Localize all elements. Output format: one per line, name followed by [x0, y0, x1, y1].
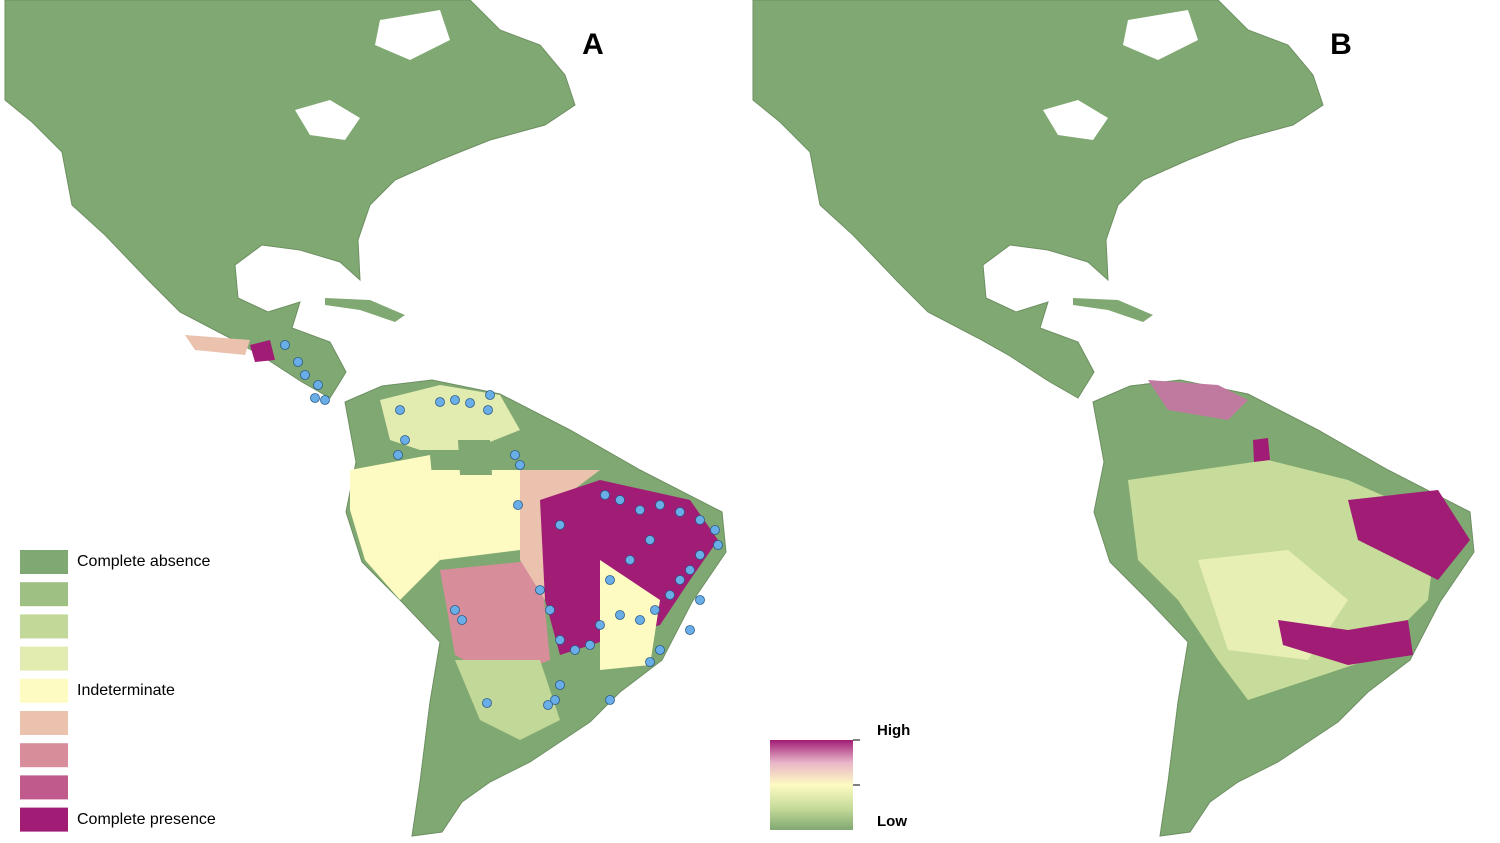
region [540, 480, 718, 655]
occurrence-point [675, 507, 685, 517]
occurrence-point [615, 610, 625, 620]
occurrence-point [655, 500, 665, 510]
legend-swatch [20, 678, 68, 703]
occurrence-point [515, 460, 525, 470]
legend-swatch [20, 614, 68, 639]
occurrence-point [595, 620, 605, 630]
north-america [752, 0, 1324, 399]
color-ramp [770, 740, 853, 830]
region [458, 440, 492, 475]
occurrence-point [313, 380, 323, 390]
region [430, 470, 520, 560]
occurrence-point [645, 535, 655, 545]
occurrence-point [585, 640, 595, 650]
occurrence-point [655, 645, 665, 655]
region [1348, 490, 1470, 580]
occurrence-point [543, 700, 553, 710]
occurrence-point [395, 405, 405, 415]
occurrence-point [635, 505, 645, 515]
occurrence-point [625, 555, 635, 565]
occurrence-point [605, 575, 615, 585]
region [440, 560, 550, 680]
legend-swatch [20, 775, 68, 800]
occurrence-point [513, 500, 523, 510]
legend-label: Complete absence [77, 553, 211, 570]
occurrence-point [555, 520, 565, 530]
occurrence-point [320, 395, 330, 405]
occurrence-point [300, 370, 310, 380]
region [1278, 620, 1413, 665]
occurrence-point [685, 625, 695, 635]
region [600, 560, 660, 670]
occurrence-point [482, 698, 492, 708]
region [185, 335, 250, 355]
occurrence-point [555, 635, 565, 645]
region [350, 455, 440, 600]
occurrence-point [710, 525, 720, 535]
occurrence-point [675, 575, 685, 585]
region [1253, 438, 1270, 462]
occurrence-point [555, 680, 565, 690]
legend-low: Low [877, 813, 907, 830]
occurrence-point [393, 450, 403, 460]
occurrence-point [685, 565, 695, 575]
occurrence-point [545, 605, 555, 615]
panel-b: B High Low [752, 0, 1475, 837]
legend-swatch [20, 646, 68, 671]
cuba [1073, 298, 1153, 322]
north-america [4, 0, 576, 399]
legend-swatch [20, 743, 68, 768]
region [380, 385, 520, 450]
occurrence-point [650, 605, 660, 615]
occurrence-point [535, 585, 545, 595]
legend-swatch [20, 550, 68, 574]
occurrence-point [713, 540, 723, 550]
occurrence-point [550, 695, 560, 705]
occurrence-point [483, 405, 493, 415]
legend-high: High [877, 722, 910, 739]
legend-label: Complete presence [77, 811, 216, 828]
panel-label: A [582, 28, 604, 61]
occurrence-point [695, 595, 705, 605]
occurrence-point [450, 395, 460, 405]
occurrence-point [485, 390, 495, 400]
occurrence-point [293, 357, 303, 367]
region [250, 340, 275, 362]
occurrence-point [510, 450, 520, 460]
occurrence-point [615, 495, 625, 505]
occurrence-point [450, 605, 460, 615]
occurrence-point [645, 657, 655, 667]
occurrence-point [600, 490, 610, 500]
occurrence-point [695, 515, 705, 525]
legend-label: Indeterminate [77, 682, 175, 699]
region [520, 470, 600, 600]
occurrence-point [605, 695, 615, 705]
occurrence-point [665, 590, 675, 600]
occurrence-point [280, 340, 290, 350]
occurrence-point [310, 393, 320, 403]
cuba [325, 298, 405, 322]
occurrence-point [465, 398, 475, 408]
occurrence-point [635, 615, 645, 625]
occurrence-point [457, 615, 467, 625]
legend-swatch [20, 711, 68, 735]
region [1148, 380, 1248, 420]
occurrence-point [570, 645, 580, 655]
occurrence-point [400, 435, 410, 445]
region [455, 660, 560, 740]
panel-a: A Complete absence Indeterminate Complete … [4, 0, 727, 837]
occurrence-point [695, 550, 705, 560]
panel-label: B [1330, 28, 1352, 61]
occurrence-point [435, 397, 445, 407]
legend-swatch [20, 582, 68, 607]
legend-swatch [20, 807, 68, 832]
